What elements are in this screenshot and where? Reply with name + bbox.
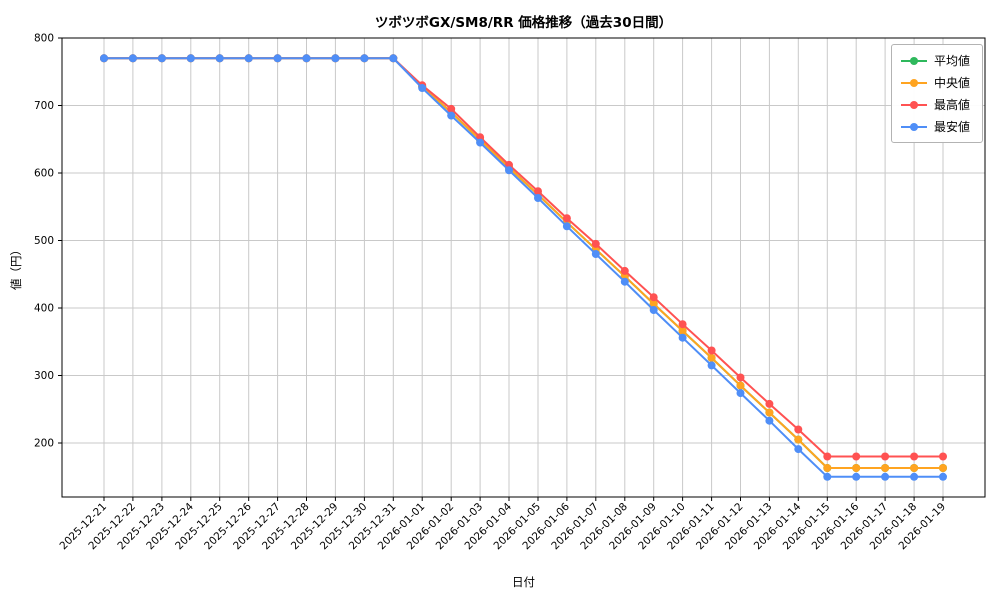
median-line <box>104 57 943 469</box>
y-tick-label: 400 <box>34 303 54 315</box>
min-line <box>104 57 943 478</box>
legend-label-max: 最高値 <box>933 98 970 112</box>
legend-marker-median <box>900 77 927 89</box>
average-line <box>104 57 943 469</box>
legend-marker-min <box>900 121 927 133</box>
y-tick-label: 500 <box>34 235 54 247</box>
plot-border <box>61 37 986 498</box>
y-axis-label: 値（円） <box>9 244 23 290</box>
y-tick-label: 300 <box>34 370 54 382</box>
max-line <box>104 57 943 458</box>
chart-title: ツボツボGX/SM8/RR 価格推移（過去30日間） <box>374 15 673 31</box>
max-markers <box>100 54 947 461</box>
y-tick-label: 200 <box>34 438 54 450</box>
y-tick-label: 700 <box>34 100 54 112</box>
legend-item-min: 最安値 <box>900 118 970 135</box>
median-markers <box>100 54 947 472</box>
legend-item-average: 平均値 <box>900 52 970 69</box>
legend-label-average: 平均値 <box>933 54 970 68</box>
legend-label-median: 中央値 <box>933 76 970 90</box>
y-tick-label: 600 <box>34 168 54 180</box>
legend-label-min: 最安値 <box>933 120 970 134</box>
chart-legend: 平均値 中央値 最高値 最安値 <box>890 44 983 143</box>
min-markers <box>100 54 947 481</box>
legend-marker-average <box>900 55 927 67</box>
y-tick-label: 800 <box>34 33 54 45</box>
x-axis-label: 日付 <box>512 575 535 589</box>
legend-item-median: 中央値 <box>900 74 970 91</box>
legend-marker-max <box>900 99 927 111</box>
legend-item-max: 最高値 <box>900 96 970 113</box>
average-markers <box>100 54 947 472</box>
